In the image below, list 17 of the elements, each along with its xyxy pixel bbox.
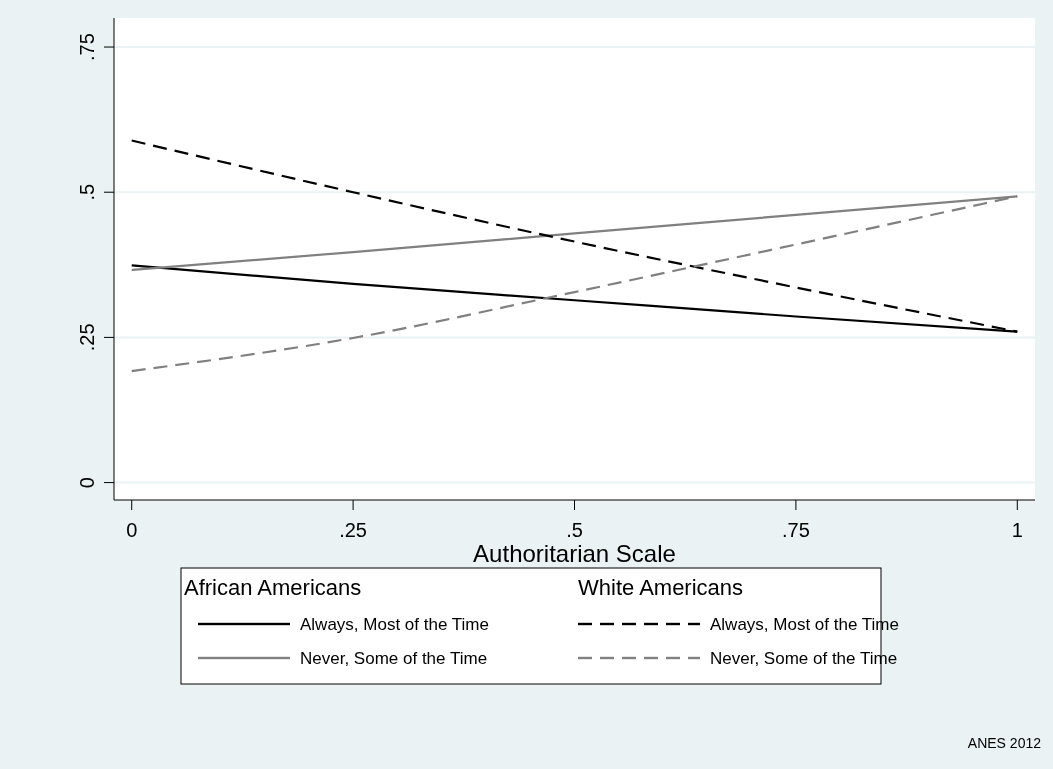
legend-label: Always, Most of the Time	[710, 615, 899, 634]
legend-label: Never, Some of the Time	[300, 649, 488, 668]
x-tick-label: .25	[339, 519, 368, 541]
y-tick-label: 0	[76, 477, 98, 489]
x-axis-title: Authoritarian Scale	[473, 540, 676, 567]
legend-label: Always, Most of the Time	[300, 615, 489, 634]
text: African Americans	[184, 575, 362, 600]
y-tick-label: .5	[76, 183, 98, 201]
text: ANES 2012	[967, 735, 1042, 751]
x-tick-label: 1	[1011, 519, 1023, 541]
x-tick-label: .5	[566, 519, 583, 541]
legend-label: Never, Some of the Time	[710, 649, 898, 668]
text: White Americans	[578, 575, 744, 600]
y-tick-label: .25	[76, 323, 98, 352]
y-tick-label: .75	[76, 33, 98, 61]
x-tick-label: .75	[781, 519, 810, 541]
x-tick-label: 0	[126, 519, 138, 541]
